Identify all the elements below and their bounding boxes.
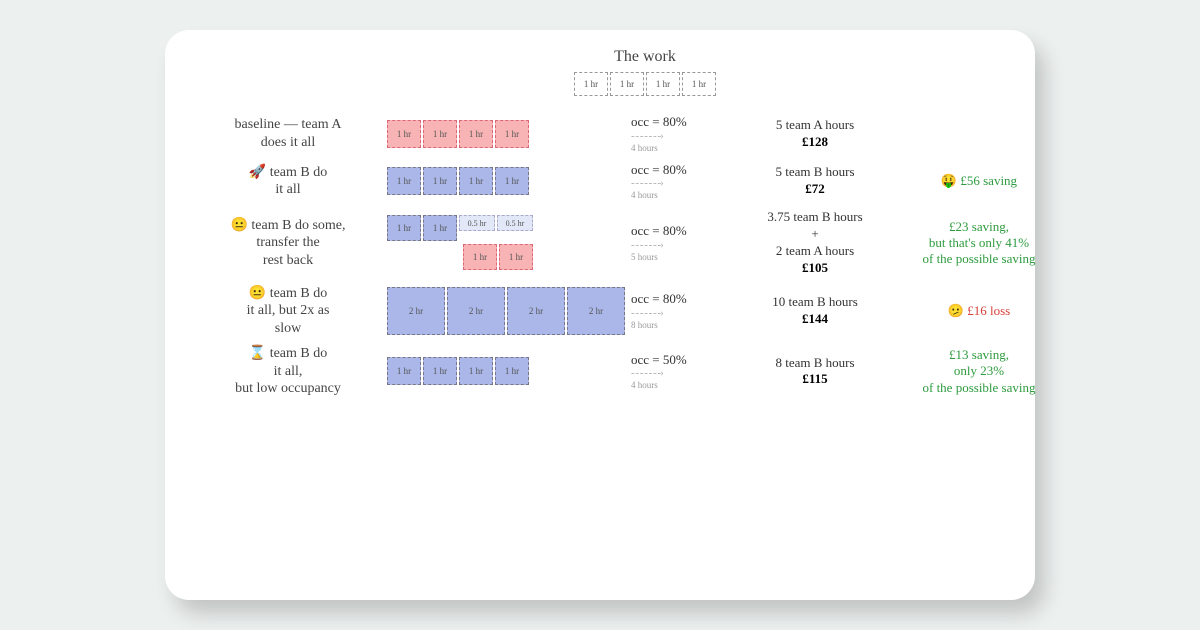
hour-box: 1 hr [459, 357, 493, 385]
hour-box: 2 hr [387, 287, 445, 335]
arrow-icon: - - - - - - -› [631, 239, 731, 252]
hour-box: 2 hr [447, 287, 505, 335]
occupancy-label: occ = 50% [631, 352, 731, 368]
scenario-desc: 🚀 team B doit all [193, 164, 383, 199]
work-boxes: 1 hr1 hr1 hr1 hr [283, 72, 1007, 96]
saving-emoji-icon: 🫤 [948, 303, 964, 318]
scenario-b-lowocc: ⌛ team B doit all,but low occupancy1 hr1… [193, 345, 1007, 398]
occupancy-arrow: occ = 80%- - - - - - -›4 hours [631, 114, 731, 154]
scenario-saving: £23 saving,but that's only 41%of the pos… [899, 219, 1059, 268]
hour-box: 1 hr [387, 357, 421, 385]
hour-box: 1 hr [423, 120, 457, 148]
hour-box: 1 hr [387, 120, 421, 148]
scenario-saving: £13 saving,only 23%of the possible savin… [899, 347, 1059, 396]
scenario-result: 8 team B hours£115 [735, 355, 895, 389]
work-title: The work [283, 48, 1007, 66]
work-box: 1 hr [610, 72, 644, 96]
hour-box: 1 hr [423, 167, 457, 195]
scenario-emoji-icon: 😐 [249, 286, 266, 301]
hour-box: 2 hr [507, 287, 565, 335]
diagram-card: The work 1 hr1 hr1 hr1 hr baseline — tea… [165, 30, 1035, 600]
hour-box: 1 hr [463, 244, 497, 270]
hour-box: 1 hr [495, 167, 529, 195]
occupancy-arrow: occ = 50%- - - - - - -›4 hours [631, 352, 731, 392]
scenario-baseline: baseline — team Adoes it all1 hr1 hr1 hr… [193, 114, 1007, 154]
cost-value: £72 [805, 181, 825, 196]
cost-value: £105 [802, 260, 828, 275]
scenario-boxes: 1 hr1 hr1 hr1 hr [387, 167, 627, 195]
hour-box: 1 hr [387, 167, 421, 195]
arrow-icon: - - - - - - -› [631, 130, 731, 143]
occupancy-arrow: occ = 80%- - - - - - -›5 hours [631, 223, 731, 263]
scenario-b-slow: 😐 team B doit all, but 2x asslow2 hr2 hr… [193, 285, 1007, 338]
hour-box: 2 hr [567, 287, 625, 335]
scenario-b-all: 🚀 team B doit all1 hr1 hr1 hr1 hrocc = 8… [193, 162, 1007, 202]
hour-box: 1 hr [459, 167, 493, 195]
scenario-desc: ⌛ team B doit all,but low occupancy [193, 345, 383, 398]
saving-emoji-icon: 🤑 [941, 173, 957, 188]
scenario-emoji-icon: 😐 [230, 218, 247, 233]
duration-label: 5 hours [631, 252, 731, 263]
scenario-saving: 🫤 £16 loss [899, 303, 1059, 319]
work-box: 1 hr [646, 72, 680, 96]
hour-box: 1 hr [499, 244, 533, 270]
scenario-boxes: 1 hr1 hr1 hr1 hr [387, 357, 627, 385]
work-box: 1 hr [574, 72, 608, 96]
scenario-emoji-icon: ⌛ [249, 346, 266, 361]
duration-label: 4 hours [631, 380, 731, 391]
cost-value: £128 [802, 134, 828, 149]
occupancy-label: occ = 80% [631, 223, 731, 239]
occupancy-arrow: occ = 80%- - - - - - -›4 hours [631, 162, 731, 202]
scenario-result: 5 team B hours£72 [735, 164, 895, 198]
hour-box: 0.5 hr [459, 215, 495, 231]
hour-box: 1 hr [423, 357, 457, 385]
hour-box: 1 hr [387, 215, 421, 241]
hour-box: 1 hr [495, 357, 529, 385]
scenario-result: 5 team A hours£128 [735, 117, 895, 151]
scenario-desc: 😐 team B doit all, but 2x asslow [193, 285, 383, 338]
scenario-desc: 😐 team B do some,transfer therest back [193, 217, 383, 270]
duration-label: 4 hours [631, 190, 731, 201]
arrow-icon: - - - - - - -› [631, 367, 731, 380]
scenario-boxes: 2 hr2 hr2 hr2 hr [387, 287, 627, 335]
occupancy-label: occ = 80% [631, 291, 731, 307]
scenario-result: 3.75 team B hours+2 team A hours£105 [735, 209, 895, 277]
hour-box: 1 hr [423, 215, 457, 241]
work-box: 1 hr [682, 72, 716, 96]
occupancy-arrow: occ = 80%- - - - - - -›8 hours [631, 291, 731, 331]
cost-value: £144 [802, 311, 828, 326]
hour-box: 0.5 hr [497, 215, 533, 231]
arrow-icon: - - - - - - -› [631, 177, 731, 190]
scenario-boxes: 1 hr1 hr1 hr1 hr [387, 120, 627, 148]
hour-box: 1 hr [495, 120, 529, 148]
occupancy-label: occ = 80% [631, 114, 731, 130]
scenario-desc: baseline — team Adoes it all [193, 116, 383, 151]
cost-value: £115 [802, 371, 827, 386]
scenario-emoji-icon: 🚀 [249, 165, 266, 180]
scenario-b-some: 😐 team B do some,transfer therest back1 … [193, 209, 1007, 277]
scenario-saving: 🤑 £56 saving [899, 173, 1059, 189]
duration-label: 8 hours [631, 320, 731, 331]
duration-label: 4 hours [631, 143, 731, 154]
hour-box: 1 hr [459, 120, 493, 148]
occupancy-label: occ = 80% [631, 162, 731, 178]
scenario-boxes: 1 hr1 hr0.5 hr0.5 hr1 hr1 hr [387, 215, 627, 270]
arrow-icon: - - - - - - -› [631, 307, 731, 320]
scenario-result: 10 team B hours£144 [735, 294, 895, 328]
